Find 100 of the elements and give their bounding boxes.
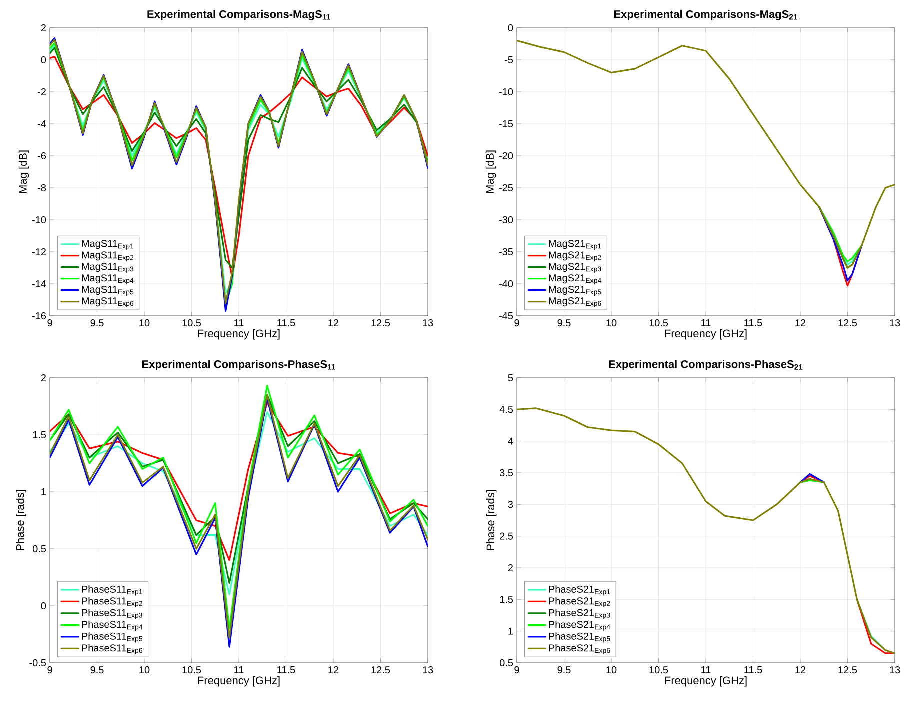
legend-label: MagS21$_{Exp6}$	[549, 298, 602, 308]
legend-label: MagS21$_{Exp1}$	[549, 240, 602, 250]
x-tick-label: 9	[514, 320, 520, 327]
y-tick-label: 3.5	[500, 469, 514, 477]
legend-label: MagS11$_{Exp3}$	[82, 263, 134, 274]
y-tick-label: -14	[32, 280, 46, 288]
legend-label: PhaseS21$_{Exp1}$	[549, 586, 610, 596]
legend-label: MagS11$_{Exp1}$	[82, 240, 134, 250]
x-axis-title: Frequency [GHz]	[198, 329, 280, 340]
x-tick-label: 12.5	[372, 320, 390, 327]
y-tick-label: 2	[41, 374, 46, 382]
x-tick-label: 11	[702, 666, 711, 674]
y-tick-label: -0.5	[30, 659, 46, 667]
legend-label: MagS11$_{Exp6}$	[82, 298, 134, 308]
y-tick-label: 1.5	[33, 431, 46, 438]
x-tick-label: 10	[140, 320, 150, 327]
y-tick-label: 0	[41, 56, 46, 64]
legend-label: MagS21$_{Exp5}$	[549, 286, 602, 296]
legend-label: PhaseS21$_{Exp3}$	[549, 609, 610, 620]
y-axis-title: Mag [dB]	[486, 150, 496, 194]
x-tick-label: 12	[796, 320, 806, 326]
y-tick-label: 0	[508, 24, 514, 32]
chart-title: Experimental Comparisons-PhaseS$_{21}$	[609, 360, 803, 370]
legend-label: PhaseS11$_{Exp1}$	[82, 586, 142, 596]
y-tick-label: 0	[41, 602, 46, 610]
x-tick-label: 10.5	[182, 666, 202, 674]
x-tick-label: 9.5	[558, 666, 571, 674]
y-tick-label: -10	[499, 88, 514, 96]
legend-label: MagS11$_{Exp2}$	[82, 252, 134, 262]
x-tick-label: 11.5	[744, 666, 762, 674]
legend-label: PhaseS11$_{Exp4}$	[82, 620, 143, 632]
y-tick-label: -20	[499, 152, 514, 160]
x-tick-label: 12	[328, 320, 339, 326]
y-tick-label: -15	[499, 120, 514, 128]
legend-label: PhaseS21$_{Exp2}$	[549, 597, 610, 608]
x-tick-label: 11.5	[744, 320, 762, 326]
legend-label: PhaseS21$_{Exp5}$	[549, 632, 610, 643]
x-tick-label: 10.5	[650, 320, 668, 327]
y-tick-label: -10	[32, 216, 46, 224]
x-tick-label: 9	[514, 666, 520, 674]
x-tick-label: 10	[606, 666, 617, 674]
y-tick-label: 1.5	[500, 596, 514, 604]
x-tick-label: 10	[606, 320, 617, 327]
y-tick-label: -45	[499, 312, 514, 320]
y-tick-label: 1	[508, 628, 513, 635]
x-axis-title: Frequency [GHz]	[665, 676, 747, 687]
legend-label: PhaseS21$_{Exp4}$	[549, 620, 610, 632]
legend-label: PhaseS11$_{Exp5}$	[82, 632, 142, 643]
legend-label: PhaseS11$_{Exp2}$	[82, 597, 142, 608]
x-tick-label: 10.5	[182, 320, 202, 327]
y-tick-label: -35	[499, 248, 514, 256]
legend-label: PhaseS11$_{Exp6}$	[82, 644, 142, 655]
y-tick-label: -30	[499, 216, 514, 224]
y-tick-label: -2	[38, 88, 46, 96]
legend-label: MagS11$_{Exp4}$	[82, 274, 134, 285]
x-tick-label: 12.5	[838, 666, 858, 674]
y-tick-label: -5	[505, 56, 514, 64]
legend-label: PhaseS21$_{Exp6}$	[549, 644, 610, 655]
legend-label: PhaseS11$_{Exp3}$	[82, 609, 142, 620]
x-axis-title: Frequency [GHz]	[198, 676, 280, 687]
x-tick-label: 11	[234, 666, 244, 674]
x-tick-label: 12	[328, 666, 339, 674]
x-tick-label: 12	[796, 666, 806, 674]
x-tick-label: 11.5	[278, 320, 296, 326]
chart-title: Experimental Comparisons-MagS$_{21}$	[614, 10, 798, 20]
legend-label: MagS21$_{Exp4}$	[549, 274, 602, 285]
y-axis-title: Mag [dB]	[18, 150, 30, 194]
y-tick-label: -6	[38, 152, 46, 160]
y-tick-label: 2	[508, 564, 513, 572]
x-tick-label: 9	[48, 320, 52, 327]
x-tick-label: 11	[234, 320, 244, 326]
chart-title: Experimental Comparisons-PhaseS$_{11}$	[142, 360, 336, 370]
y-tick-label: 1	[42, 488, 46, 496]
y-tick-label: -40	[499, 280, 514, 288]
y-tick-label: -12	[32, 248, 46, 256]
y-tick-label: 0.5	[500, 659, 514, 667]
x-tick-label: 12.5	[838, 320, 858, 327]
x-tick-label: 11.5	[278, 666, 296, 674]
x-tick-label: 11	[702, 320, 711, 326]
y-tick-label: -16	[32, 312, 46, 320]
x-tick-label: 9	[48, 666, 52, 674]
x-tick-label: 10	[140, 666, 150, 674]
x-tick-label: 10.5	[650, 666, 668, 674]
y-axis-title: Phase [rads]	[16, 490, 26, 550]
y-tick-label: 4	[508, 438, 514, 445]
y-tick-label: 0.5	[32, 545, 46, 553]
y-tick-label: 2.5	[500, 532, 514, 540]
x-tick-label: 13	[423, 320, 434, 327]
y-tick-label: 5	[508, 374, 514, 382]
y-tick-label: 4.5	[500, 406, 514, 414]
x-axis-title: Frequency [GHz]	[665, 329, 747, 340]
x-tick-label: 13	[890, 666, 900, 674]
x-tick-label: 13	[423, 666, 434, 674]
y-axis-title: Phase [rads]	[486, 490, 497, 550]
x-tick-label: 9.5	[558, 320, 571, 327]
y-tick-label: -4	[38, 120, 46, 128]
x-tick-label: 13	[890, 320, 900, 327]
x-tick-label: 12.5	[372, 666, 390, 674]
y-tick-label: -25	[499, 184, 514, 192]
x-tick-label: 9.5	[90, 666, 104, 674]
